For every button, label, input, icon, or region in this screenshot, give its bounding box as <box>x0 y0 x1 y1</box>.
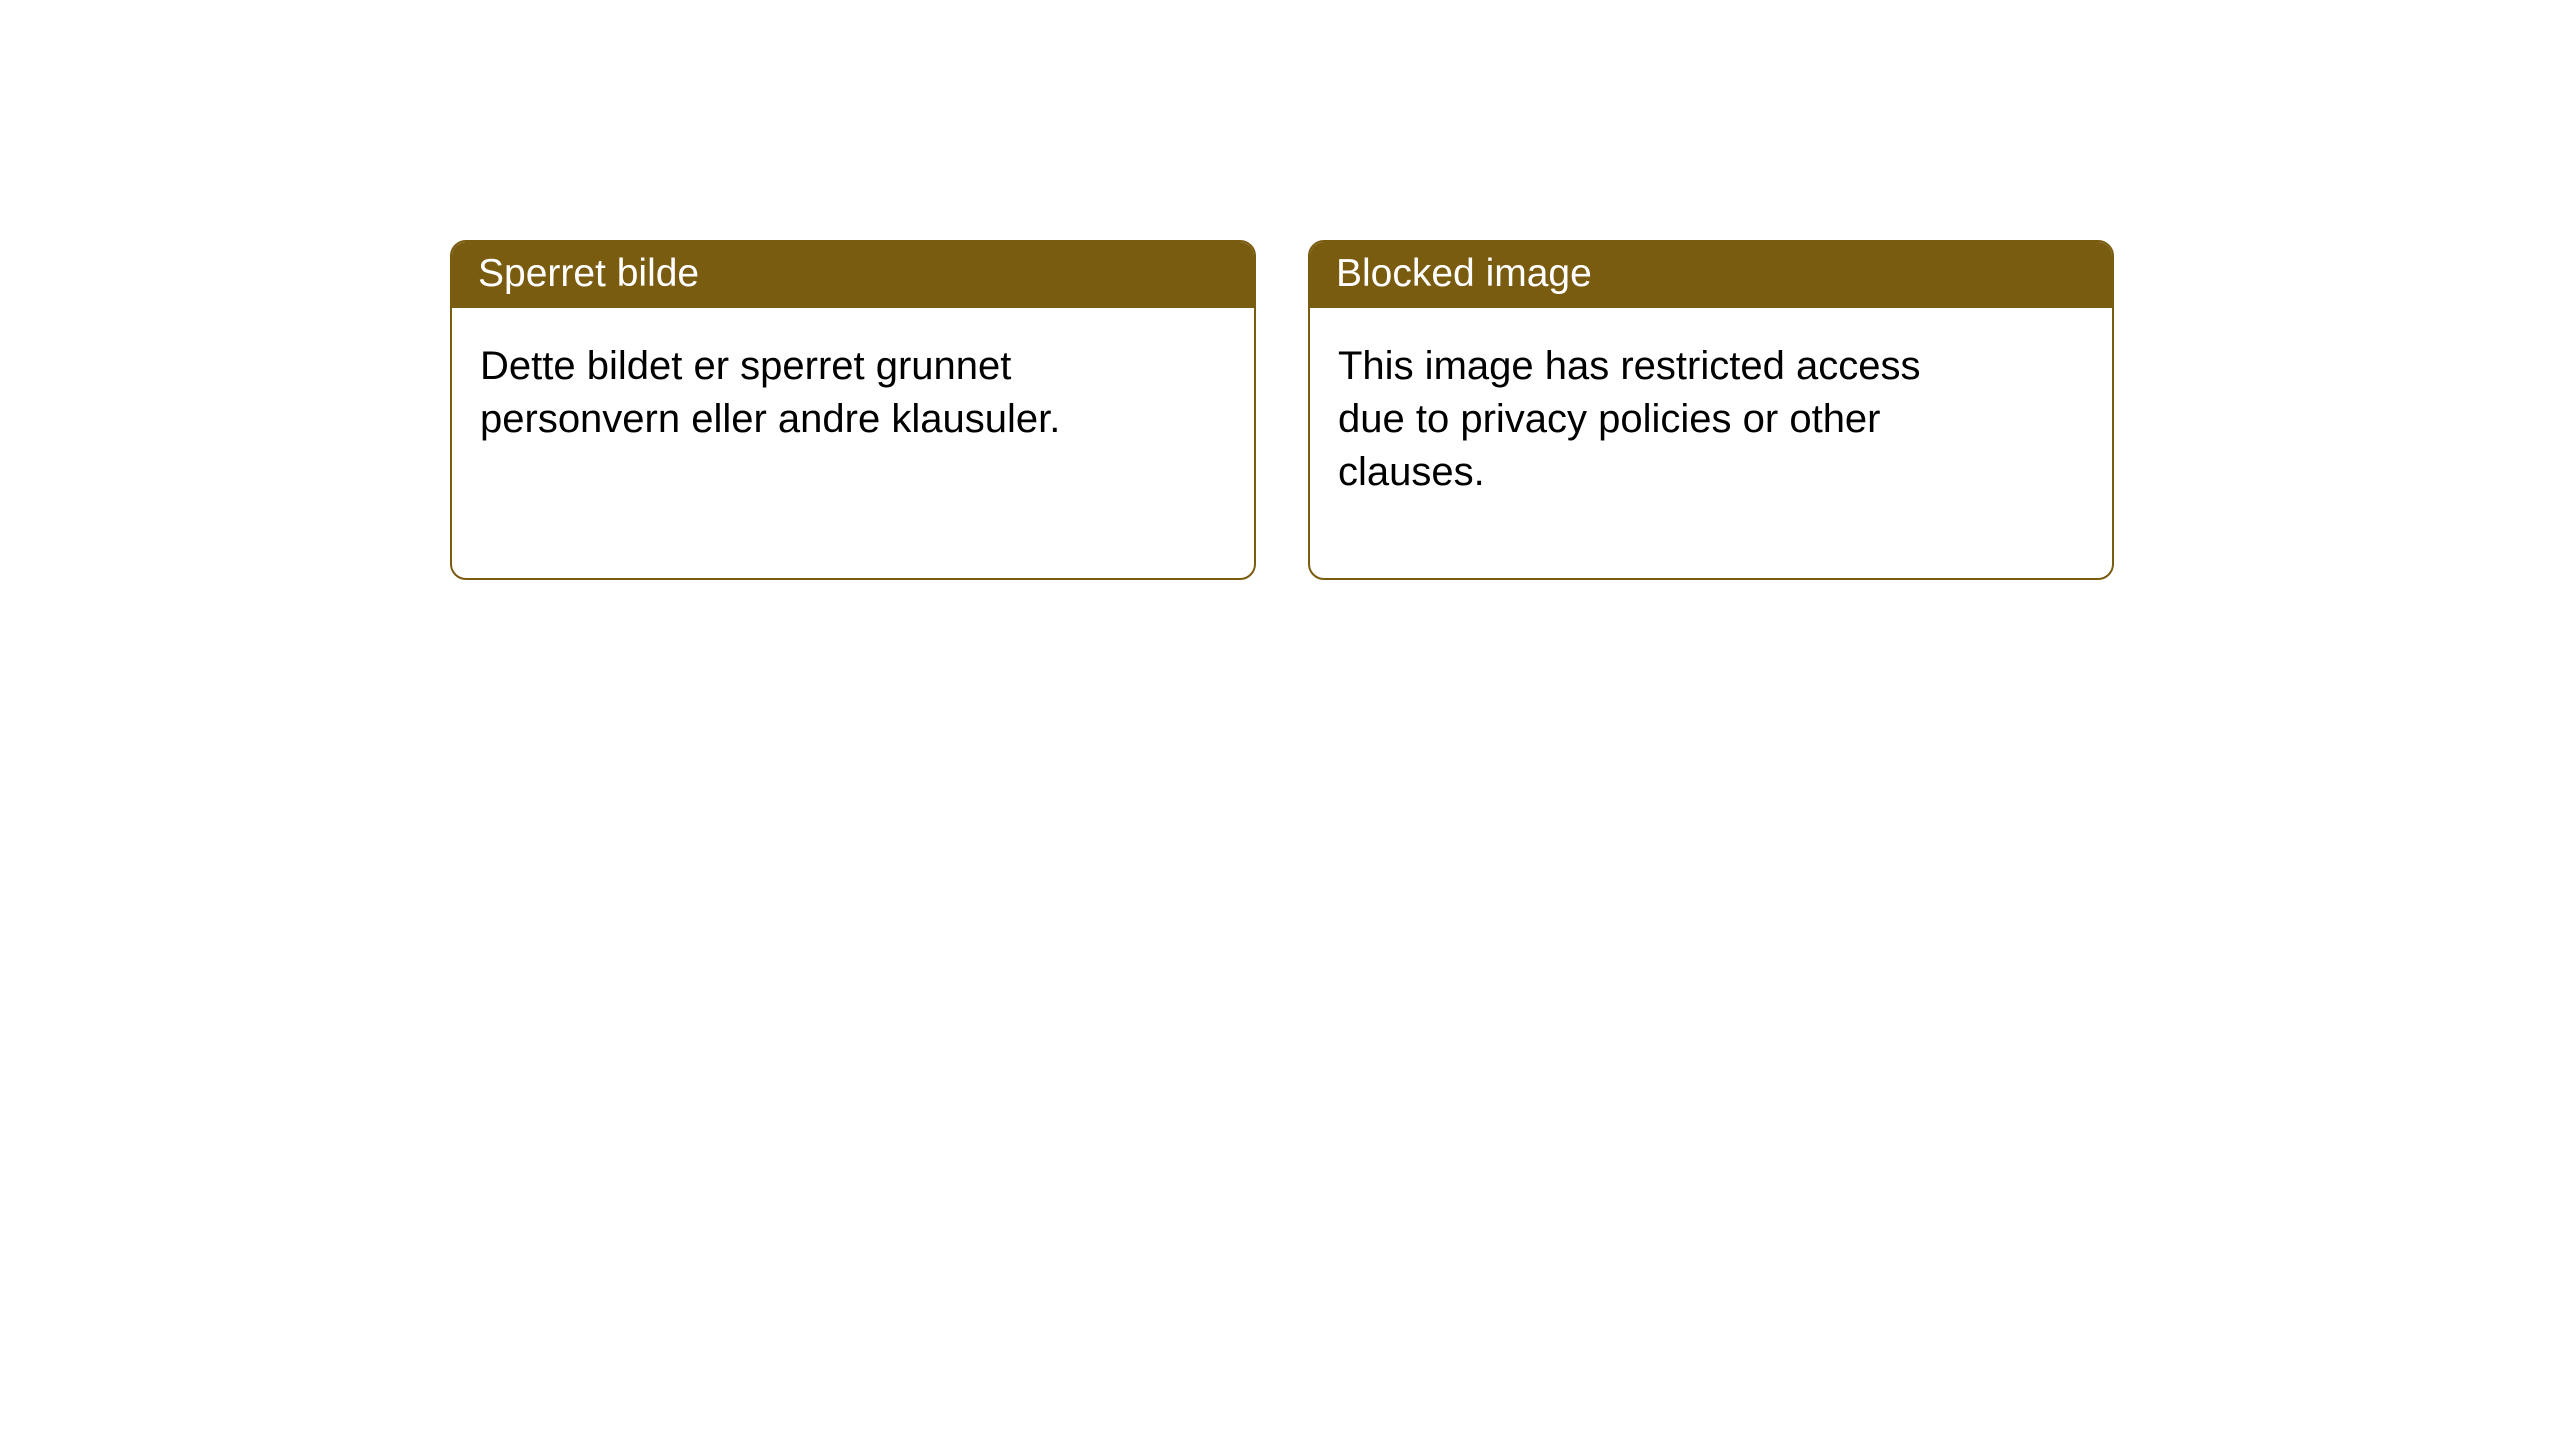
notice-body: Dette bildet er sperret grunnet personve… <box>452 308 1132 526</box>
notice-card-english: Blocked image This image has restricted … <box>1308 240 2114 580</box>
notice-header: Blocked image <box>1310 242 2112 308</box>
notice-body: This image has restricted access due to … <box>1310 308 1990 578</box>
notice-card-norwegian: Sperret bilde Dette bildet er sperret gr… <box>450 240 1256 580</box>
notice-header: Sperret bilde <box>452 242 1254 308</box>
notice-container: Sperret bilde Dette bildet er sperret gr… <box>0 0 2560 580</box>
